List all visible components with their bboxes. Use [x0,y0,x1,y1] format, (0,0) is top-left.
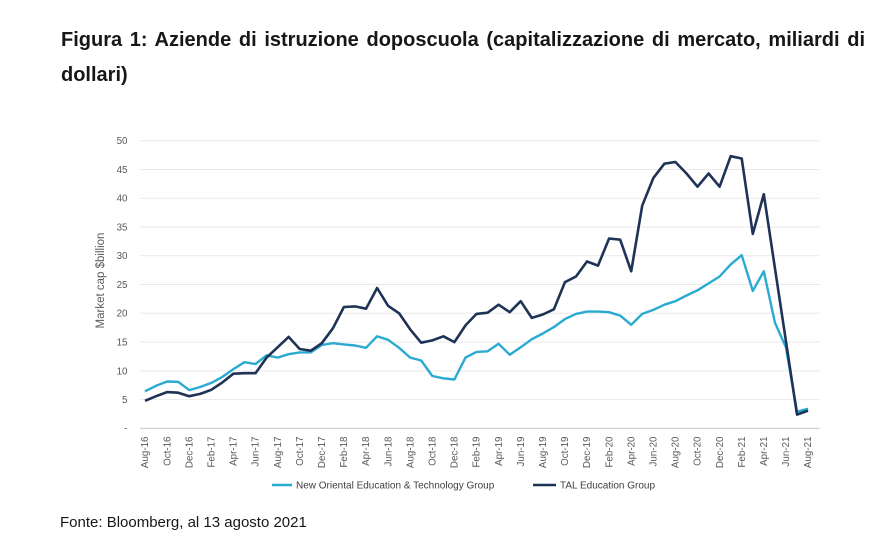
svg-text:Oct-16: Oct-16 [162,436,173,466]
svg-text:TAL Education Group: TAL Education Group [560,481,655,492]
svg-text:Oct-17: Oct-17 [295,437,306,466]
svg-text:35: 35 [117,222,128,233]
svg-text:Apr-18: Apr-18 [361,436,372,466]
svg-text:Dec-19: Dec-19 [582,437,593,469]
svg-text:Feb-17: Feb-17 [207,437,218,468]
svg-text:Dec-16: Dec-16 [184,436,195,468]
svg-text:Oct-19: Oct-19 [560,437,571,466]
svg-text:Feb-19: Feb-19 [472,437,483,468]
svg-text:Jun-18: Jun-18 [383,436,394,467]
svg-text:Aug-16: Aug-16 [140,436,151,468]
svg-text:Feb-18: Feb-18 [339,436,350,468]
svg-text:30: 30 [117,251,128,262]
svg-text:Jun-17: Jun-17 [251,437,262,467]
svg-text:Dec-18: Dec-18 [450,436,461,468]
svg-text:Dec-17: Dec-17 [317,437,328,469]
svg-text:10: 10 [117,366,128,377]
svg-text:Market cap $billion: Market cap $billion [95,233,107,329]
svg-text:Aug-21: Aug-21 [803,437,814,469]
svg-text:Feb-21: Feb-21 [737,437,748,468]
svg-text:Apr-20: Apr-20 [626,436,637,466]
svg-text:45: 45 [117,165,128,176]
svg-text:5: 5 [122,395,128,406]
svg-text:Apr-19: Apr-19 [494,437,505,466]
svg-text:Feb-20: Feb-20 [604,436,615,468]
svg-text:Jun-19: Jun-19 [516,437,527,467]
svg-text:Jun-20: Jun-20 [649,436,660,467]
svg-text:Oct-18: Oct-18 [428,436,439,466]
svg-text:New Oriental Education & Techn: New Oriental Education & Technology Grou… [296,481,495,492]
svg-text:Apr-17: Apr-17 [229,437,240,466]
svg-text:Apr-21: Apr-21 [759,437,770,466]
svg-text:20: 20 [117,309,128,320]
svg-text:Jun-21: Jun-21 [781,437,792,467]
svg-text:40: 40 [117,194,128,205]
svg-text:Oct-20: Oct-20 [693,436,704,466]
svg-text:Dec-20: Dec-20 [715,436,726,468]
svg-text:25: 25 [117,280,128,291]
svg-text:Aug-18: Aug-18 [405,436,416,468]
svg-text:Aug-17: Aug-17 [273,437,284,469]
svg-text:50: 50 [117,136,128,147]
svg-text:15: 15 [117,338,128,349]
svg-text:Aug-20: Aug-20 [671,436,682,468]
svg-text:-: - [124,424,127,435]
svg-text:Aug-19: Aug-19 [538,437,549,469]
